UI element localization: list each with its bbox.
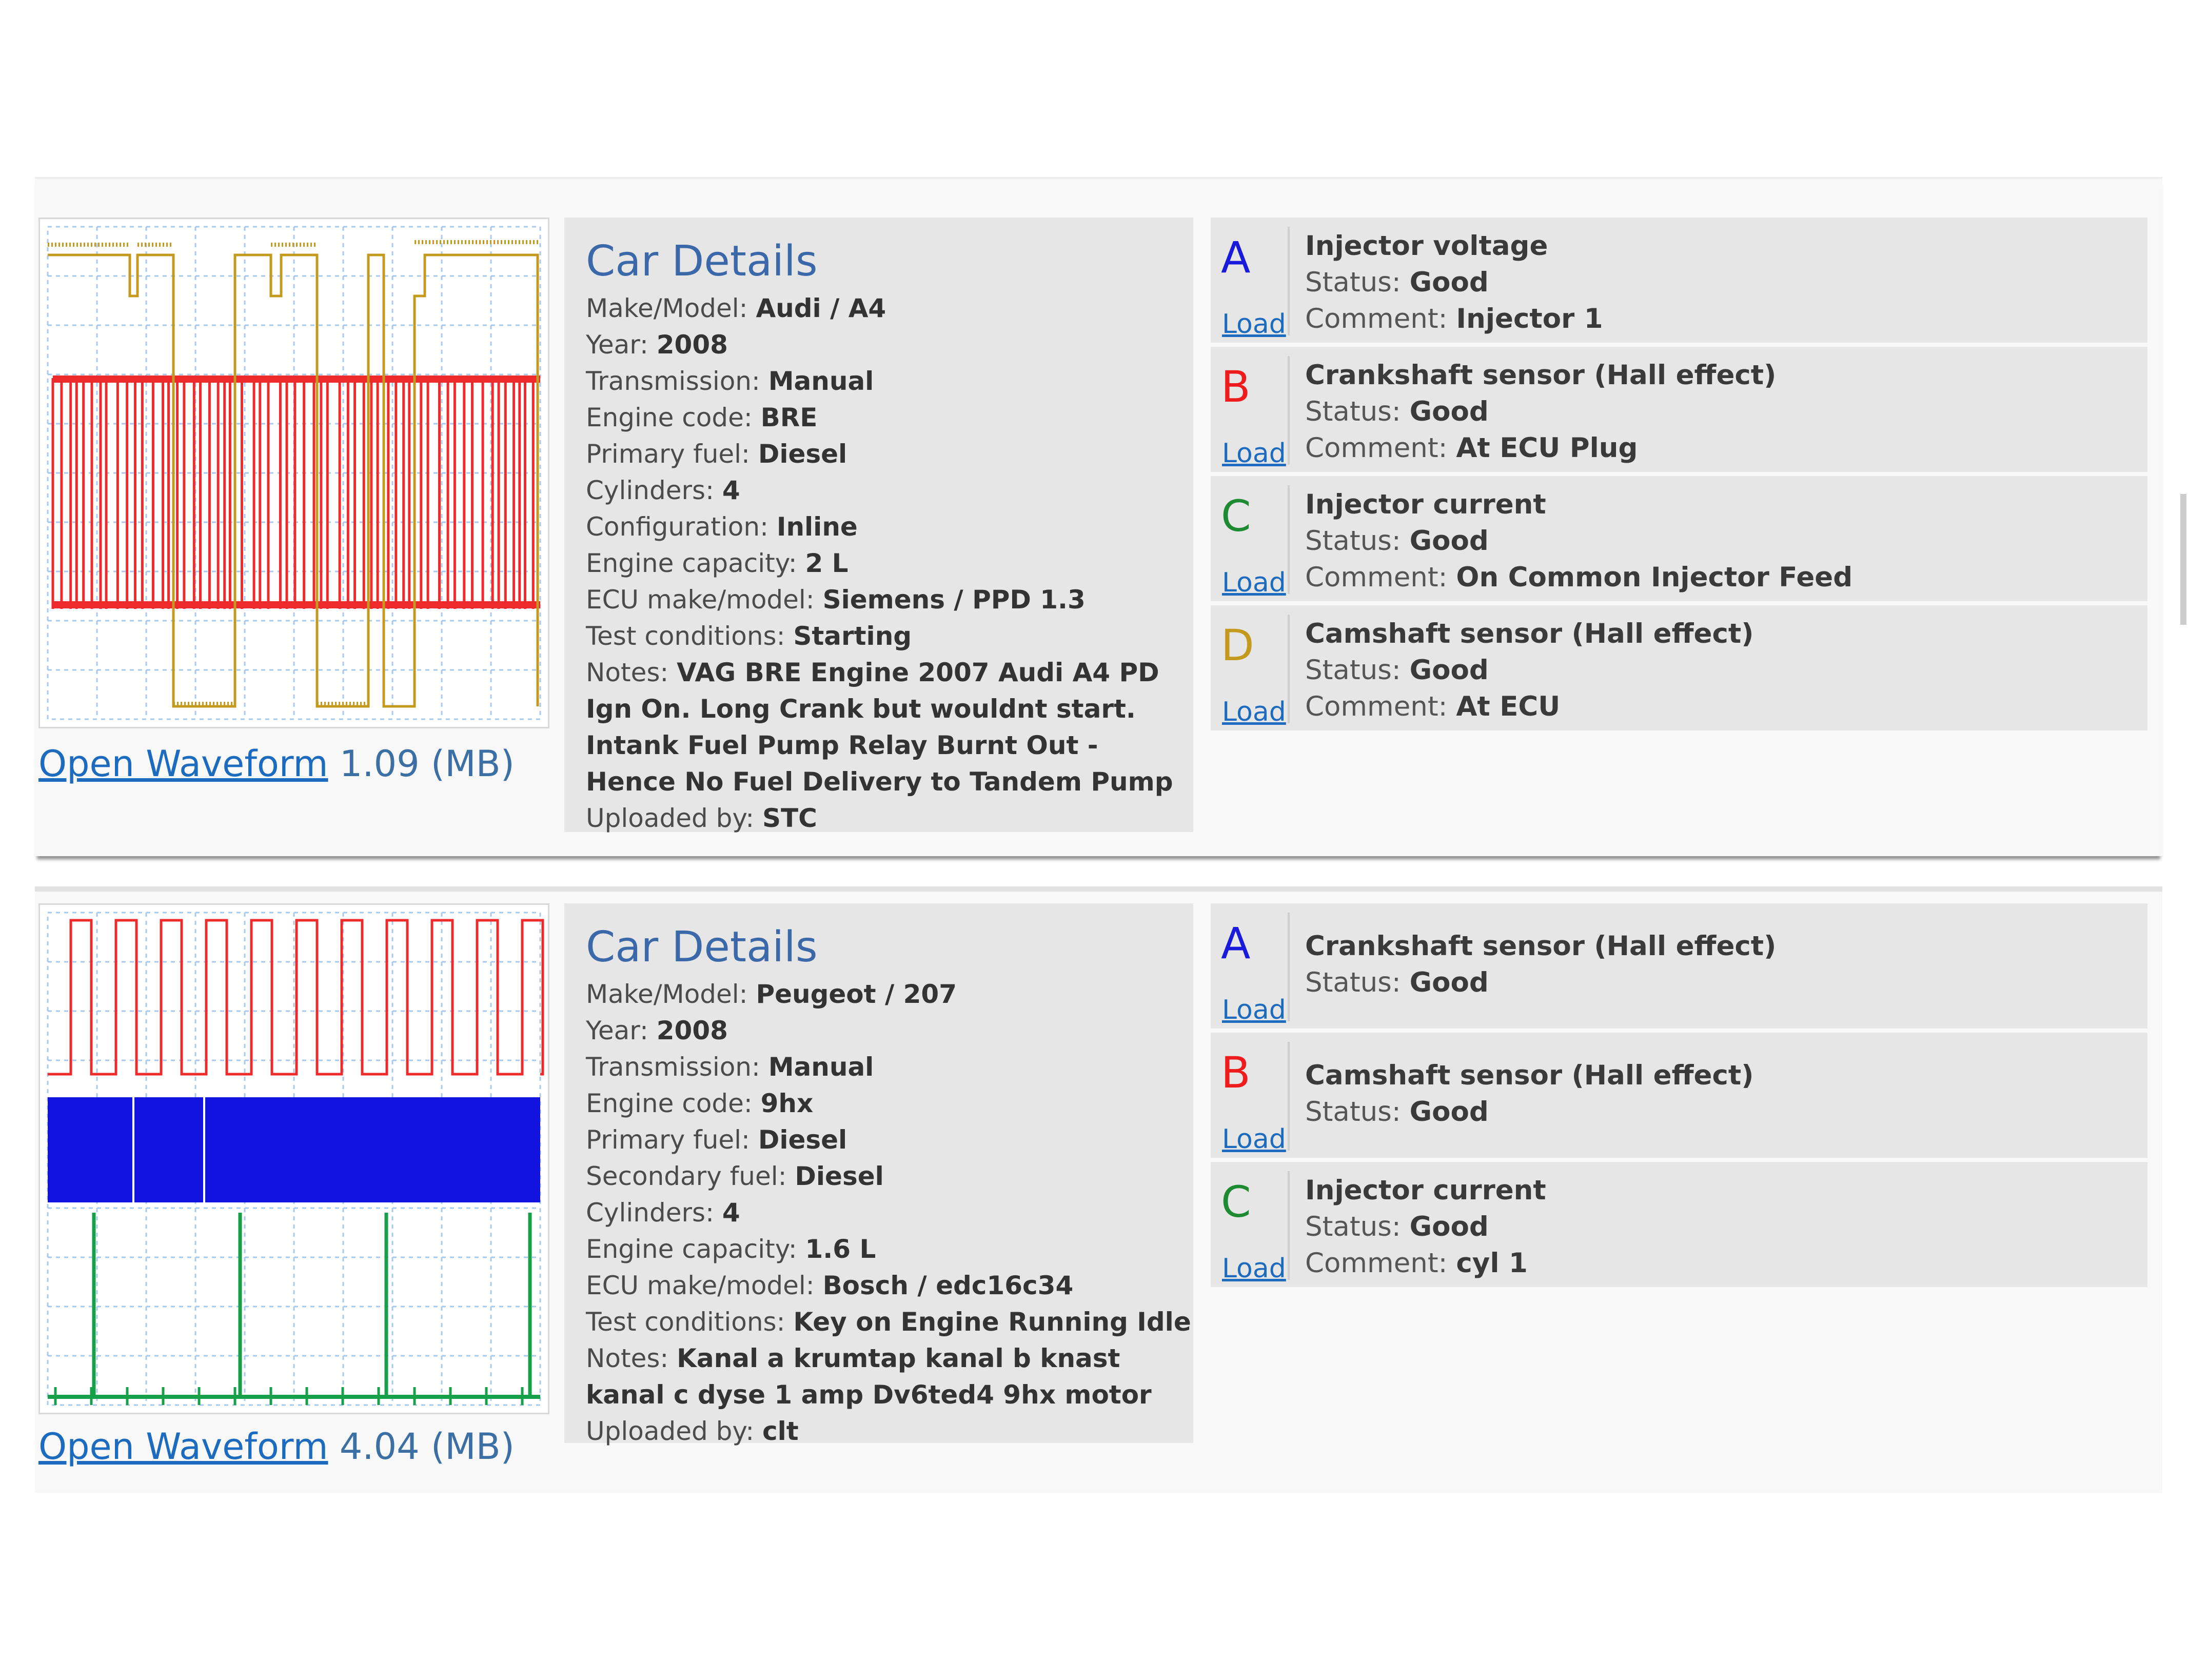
divider [1288,1171,1290,1280]
waveform-link-row: Open Waveform 4.04 (MB) [38,1426,515,1467]
waveform-file-size: 1.09 (MB) [339,743,515,785]
channel-letter: D [1221,620,1254,670]
channel-status: Status: Good [1305,525,1489,557]
load-link[interactable]: Load [1222,995,1286,1025]
load-link[interactable]: Load [1222,1253,1286,1284]
channel-letter: A [1221,918,1251,969]
waveform-thumbnail[interactable] [38,903,549,1414]
detail-uploaded-by: Uploaded by: STC [586,803,817,833]
car-details-title: Car Details [586,237,818,286]
detail-engine-capacity: Engine capacity: 1.6 L [586,1234,876,1264]
divider [1288,615,1290,723]
trace-injector-current [48,1395,540,1399]
detail-secondary-fuel: Secondary fuel: Diesel [586,1161,884,1191]
channel-status: Status: Good [1305,1211,1489,1242]
detail-notes: Notes: Kanal a krumtap kanal b knast kan… [586,1343,1152,1410]
detail-transmission: Transmission: Manual [586,366,874,396]
divider [1288,227,1290,335]
detail-year: Year: 2008 [586,1016,728,1045]
channel-letter: B [1221,362,1251,412]
channel-status: Status: Good [1305,655,1489,686]
channel-comment: Comment: On Common Injector Feed [1305,562,1853,593]
load-link[interactable]: Load [1222,697,1286,727]
channel-status: Status: Good [1305,1096,1489,1128]
detail-cylinders: Cylinders: 4 [586,476,740,505]
detail-test-conditions: Test conditions: Starting [586,621,912,651]
channel-c: C Load Injector current Status: Good Com… [1211,1162,2147,1287]
channel-comment: Comment: At ECU [1305,691,1561,722]
car-details-panel: Car Details Make/Model: Peugeot / 207 Ye… [564,903,1193,1446]
channel-c: C Load Injector current Status: Good Com… [1211,476,2147,601]
detail-uploaded-by: Uploaded by: clt [586,1416,799,1446]
channel-title: Camshaft sensor (Hall effect) [1305,1060,1754,1091]
channel-d: D Load Camshaft sensor (Hall effect) Sta… [1211,605,2147,730]
detail-notes: Notes: VAG BRE Engine 2007 Audi A4 PD Ig… [586,658,1173,797]
waveform-thumbnail[interactable] [38,218,549,728]
channel-title: Crankshaft sensor (Hall effect) [1305,931,1777,962]
trace-crankshaft [48,919,544,1076]
detail-ecu: ECU make/model: Siemens / PPD 1.3 [586,585,1086,615]
detail-engine-capacity: Engine capacity: 2 L [586,548,849,578]
load-link[interactable]: Load [1222,567,1286,598]
trace-injector-voltage [48,253,539,708]
detail-primary-fuel: Primary fuel: Diesel [586,1125,847,1155]
detail-configuration: Configuration: Inline [586,512,858,542]
waveform-record-2: Open Waveform 4.04 (MB) Car Details Make… [35,886,2162,1493]
channel-title: Crankshaft sensor (Hall effect) [1305,360,1777,391]
waveform-preview-image [47,226,541,720]
divider [1288,356,1290,465]
channel-comment: Comment: cyl 1 [1305,1248,1528,1279]
channel-a: A Load Crankshaft sensor (Hall effect) S… [1211,903,2147,1029]
divider [1288,485,1290,594]
channel-a: A Load Injector voltage Status: Good Com… [1211,218,2147,343]
open-waveform-link[interactable]: Open Waveform [38,1426,328,1468]
detail-transmission: Transmission: Manual [586,1052,874,1082]
waveform-file-size: 4.04 (MB) [339,1426,515,1468]
car-details-title: Car Details [586,923,818,972]
trace-injector-current [51,378,535,609]
detail-engine-code: Engine code: 9hx [586,1089,814,1118]
detail-primary-fuel: Primary fuel: Diesel [586,439,847,469]
channel-status: Status: Good [1305,967,1489,998]
waveform-link-row: Open Waveform 1.09 (MB) [38,743,515,784]
detail-make-model: Make/Model: Audi / A4 [586,293,886,323]
load-link[interactable]: Load [1222,438,1286,469]
open-waveform-link[interactable]: Open Waveform [38,743,328,785]
scrollbar-thumb[interactable] [2180,494,2186,625]
divider [1288,913,1290,1021]
detail-test-conditions: Test conditions: Key on Engine Running I… [586,1307,1191,1337]
channel-letter: C [1221,491,1251,541]
detail-make-model: Make/Model: Peugeot / 207 [586,979,957,1009]
channel-title: Camshaft sensor (Hall effect) [1305,618,1754,649]
detail-cylinders: Cylinders: 4 [586,1198,740,1228]
waveform-record-1: Open Waveform 1.09 (MB) Car Details Make… [35,177,2162,856]
channel-b: B Load Camshaft sensor (Hall effect) Sta… [1211,1033,2147,1158]
load-link[interactable]: Load [1222,1124,1286,1155]
channel-comment: Comment: Injector 1 [1305,303,1603,334]
channel-title: Injector current [1305,489,1546,520]
channel-status: Status: Good [1305,267,1489,298]
channel-letter: C [1221,1177,1251,1227]
car-details-panel: Car Details Make/Model: Audi / A4 Year: … [564,218,1193,833]
channel-status: Status: Good [1305,396,1489,427]
channel-letter: A [1221,232,1251,283]
channel-title: Injector voltage [1305,230,1548,262]
trace-camshaft [48,1097,540,1202]
divider [1288,1042,1290,1151]
detail-year: Year: 2008 [586,330,728,360]
channel-comment: Comment: At ECU Plug [1305,432,1638,464]
load-link[interactable]: Load [1222,309,1286,340]
waveform-preview-image [47,912,544,1406]
detail-ecu: ECU make/model: Bosch / edc16c34 [586,1271,1074,1300]
channel-title: Injector current [1305,1175,1546,1206]
detail-engine-code: Engine code: BRE [586,403,818,432]
channel-b: B Load Crankshaft sensor (Hall effect) S… [1211,347,2147,472]
channel-letter: B [1221,1047,1251,1098]
